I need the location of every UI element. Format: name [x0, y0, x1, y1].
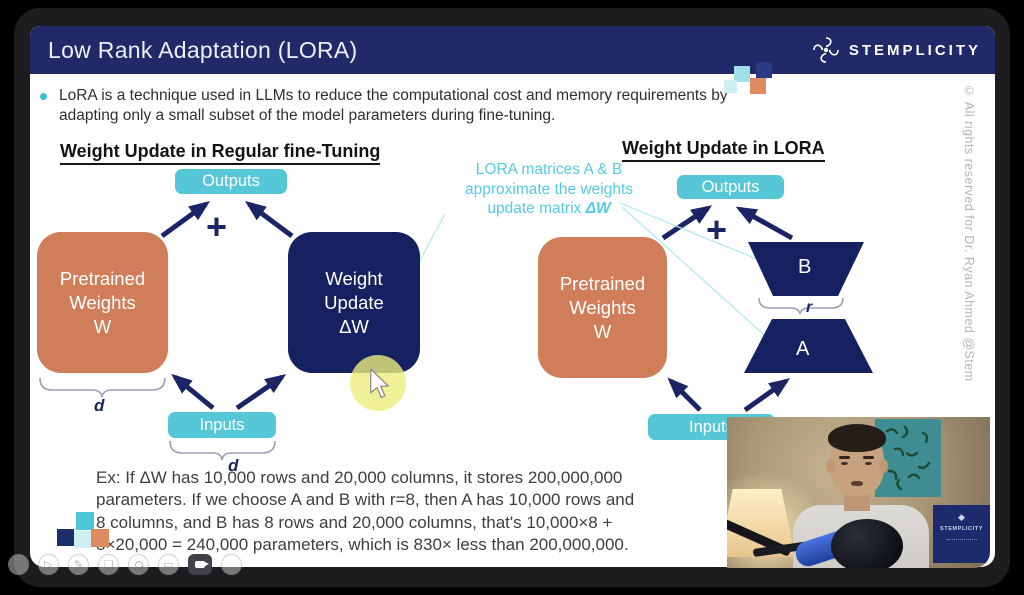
left-pretrained-weights-box: Pretrained Weights W — [37, 232, 168, 373]
example-text: Ex: If ΔW has 10,000 rows and 20,000 col… — [96, 467, 634, 556]
box-line: W — [593, 320, 612, 342]
box-line: Pretrained — [59, 267, 146, 289]
deco-square-navy-top — [756, 62, 772, 78]
box-line: W — [93, 315, 112, 337]
right-diagram-heading: Weight Update in LORA — [622, 138, 825, 162]
deco-square-navy-bottom — [57, 529, 74, 546]
bullet-dot — [40, 93, 47, 100]
intro-text: LoRA is a technique used in LLMs to redu… — [59, 87, 728, 124]
box-line: Weights — [569, 296, 636, 318]
dimension-d-inputs: d — [228, 456, 239, 475]
rank-r-label: r — [806, 299, 813, 316]
presenter-mouth — [851, 481, 863, 486]
left-plus-sign: + — [206, 206, 228, 247]
lora-annotation: LORA matrices A & B approximate the weig… — [428, 160, 670, 219]
mic-foam-windscreen — [831, 519, 903, 568]
matrix-b-label: B — [798, 256, 812, 278]
pencil-button[interactable]: ✎ — [68, 554, 89, 575]
copyright-watermark: © All rights reserved for Dr. Ryan Ahmed… — [962, 84, 976, 382]
example-line: Ex: If ΔW has 10,000 rows and 20,000 col… — [96, 468, 623, 487]
deco-square-teal-bottom — [76, 512, 94, 530]
example-line: parameters. If we choose A and B with r=… — [96, 490, 635, 510]
annotation-toolbar: ◁ ▷ ✎ ❏ ▭ … — [8, 554, 242, 575]
presenter-hair — [828, 424, 886, 452]
deco-square-orange-top — [750, 78, 766, 94]
example-line: 8×20,000 = 240,000 parameters, which is … — [96, 534, 629, 554]
camera-button[interactable] — [188, 554, 212, 575]
back-button[interactable]: ◁ — [8, 554, 29, 575]
left-inputs-box: Inputs — [168, 412, 276, 438]
copy-button[interactable]: ❏ — [98, 554, 119, 575]
presenter-eye-right — [865, 462, 872, 465]
deco-square-pale-bottom — [74, 531, 91, 548]
intro-bullet: LoRA is a technique used in LLMs to redu… — [40, 86, 730, 125]
badge-signature-line — [946, 539, 977, 540]
presenter-eye-left — [841, 462, 848, 465]
painting-leaves — [885, 425, 931, 491]
cursor-highlight — [350, 355, 406, 411]
wall-painting — [875, 419, 941, 497]
zoom-button[interactable] — [128, 554, 149, 575]
box-line: ΔW — [339, 315, 369, 337]
box-line: Weight — [325, 267, 383, 289]
presenter-eyebrow-left — [839, 456, 850, 459]
left-diagram-heading: Weight Update in Regular fine-Tuning — [60, 141, 381, 165]
page-title: Low Rank Adaptation (LORA) — [48, 36, 358, 63]
dimension-d-weights: d — [94, 396, 105, 415]
badge-brand-text: STEMPLICITY — [940, 526, 983, 532]
camera-icon — [195, 561, 209, 568]
more-button[interactable]: … — [221, 554, 242, 575]
presenter-ear-right — [879, 459, 888, 473]
right-outputs-box: Outputs — [677, 175, 784, 199]
left-outputs-box: Outputs — [175, 169, 287, 194]
badge-diamond-icon: ◆ — [958, 512, 965, 522]
deco-square-teal-top — [734, 66, 750, 82]
deco-square-pale-top — [724, 80, 737, 93]
magnifier-icon — [134, 560, 143, 569]
annotation-line: approximate the weights — [464, 180, 633, 198]
deco-square-orange-bottom — [91, 529, 109, 547]
weight-update-box: Weight Update ΔW — [288, 232, 420, 373]
box-line: Weights — [69, 291, 136, 313]
brand-name: STEMPLICITY — [848, 41, 981, 59]
slide-title-bar: Low Rank Adaptation (LORA) STEMPLICITY — [30, 26, 995, 74]
brand-logo: STEMPLICITY — [811, 35, 981, 65]
mouse-cursor-icon — [370, 369, 390, 399]
box-line: Update — [324, 291, 384, 313]
example-line: 8 columns, and B has 8 rows and 20,000 c… — [96, 512, 613, 532]
right-pretrained-weights-box: Pretrained Weights W — [538, 237, 667, 378]
forward-button[interactable]: ▷ — [38, 554, 59, 575]
stemplicity-pinwheel-icon — [813, 37, 839, 63]
right-plus-sign: + — [706, 209, 728, 250]
annotation-line: update matrix ΔW — [487, 200, 611, 217]
presenter-eyebrow-right — [863, 456, 874, 459]
presenter-webcam[interactable]: ◆ STEMPLICITY — [727, 417, 990, 568]
stemplicity-badge-card: ◆ STEMPLICITY — [933, 505, 990, 563]
matrix-a-label: A — [796, 338, 810, 360]
annotation-line: LORA matrices A & B — [475, 161, 623, 178]
box-line: Pretrained — [559, 272, 646, 294]
presenter-ear-left — [826, 459, 835, 473]
card-button[interactable]: ▭ — [158, 554, 179, 575]
